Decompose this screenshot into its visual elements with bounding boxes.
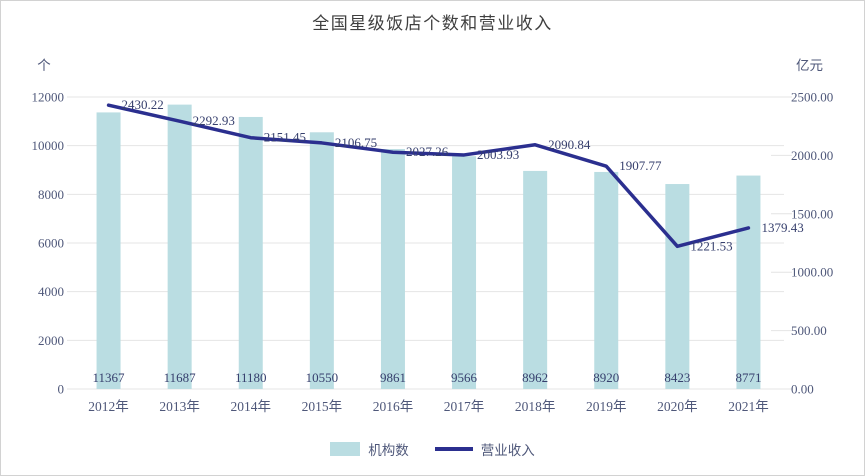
legend-item-line-series[interactable]: 营业收入 <box>434 439 535 459</box>
x-axis-category-label: 2016年 <box>373 399 414 414</box>
right-axis-tick-label: 1000.00 <box>791 265 833 280</box>
x-axis-category-label: 2018年 <box>515 399 556 414</box>
left-axis-tick-label: 6000 <box>38 236 64 251</box>
bar-value-label: 9861 <box>380 370 406 385</box>
left-axis-tick-label: 10000 <box>32 138 65 153</box>
right-axis-tick-label: 500.00 <box>791 323 827 338</box>
bar-series-swatch-icon <box>330 442 361 456</box>
x-axis-category-label: 2014年 <box>231 399 272 414</box>
line-value-label: 2003.93 <box>477 147 519 162</box>
x-axis-category-label: 2013年 <box>159 399 200 414</box>
right-axis-tick-label: 1500.00 <box>791 206 833 221</box>
line-value-label: 1221.53 <box>690 238 732 253</box>
bar <box>238 116 263 389</box>
bar <box>594 171 619 389</box>
x-axis-category-label: 2012年 <box>88 399 129 414</box>
right-axis-unit-label: 亿元 <box>796 58 823 73</box>
x-axis-category-label: 2017年 <box>444 399 485 414</box>
line-value-label: 1379.43 <box>761 220 803 235</box>
bar <box>96 112 121 389</box>
bar <box>736 175 761 389</box>
bar <box>309 132 334 390</box>
line-value-label: 2430.22 <box>122 97 164 112</box>
legend: 机构数 营业收入 <box>1 439 864 459</box>
chart-title: 全国星级饭店个数和营业收入 <box>312 14 553 33</box>
bar <box>665 184 690 389</box>
bar-value-label: 8962 <box>522 370 548 385</box>
x-axis-category-label: 2020年 <box>657 399 698 414</box>
line-value-label: 2027.26 <box>406 144 449 159</box>
bar-value-label: 11687 <box>164 370 197 385</box>
bar-value-label: 11367 <box>93 370 126 385</box>
line-value-label: 2090.84 <box>548 137 591 152</box>
legend-label-bar-series: 机构数 <box>368 443 409 458</box>
left-axis-tick-label: 8000 <box>38 187 64 202</box>
line-value-label: 2151.45 <box>264 130 306 145</box>
right-axis-tick-label: 2000.00 <box>791 148 833 163</box>
x-axis-category-label: 2015年 <box>302 399 343 414</box>
right-axis-tick-label: 0.00 <box>791 382 814 397</box>
line-value-label: 2106.75 <box>335 135 377 150</box>
bar <box>380 149 405 389</box>
right-axis-tick-label: 2500.00 <box>791 90 833 105</box>
left-axis-tick-label: 2000 <box>38 333 64 348</box>
x-axis-category-label: 2019年 <box>586 399 627 414</box>
bar <box>167 104 192 389</box>
bar <box>452 156 477 389</box>
x-axis-category-label: 2021年 <box>728 399 769 414</box>
line-value-label: 2292.93 <box>193 113 235 128</box>
bar-value-label: 9566 <box>451 370 478 385</box>
legend-item-bar-series[interactable]: 机构数 <box>330 439 409 459</box>
legend-label-line-series: 营业收入 <box>480 443 535 458</box>
bar-value-label: 8771 <box>735 370 761 385</box>
left-axis-tick-label: 12000 <box>32 90 65 105</box>
bar <box>523 170 548 389</box>
bar-value-label: 10550 <box>306 370 339 385</box>
left-axis-tick-label: 4000 <box>38 284 64 299</box>
bar-value-label: 8920 <box>593 370 619 385</box>
bar-value-label: 8423 <box>664 370 690 385</box>
line-value-label: 1907.77 <box>619 158 662 173</box>
line-series <box>106 103 751 249</box>
line-series-swatch-icon <box>434 447 473 451</box>
left-axis-unit-label: 个 <box>37 58 51 73</box>
left-axis-tick-label: 0 <box>58 382 65 397</box>
bar-value-label: 11180 <box>235 370 267 385</box>
